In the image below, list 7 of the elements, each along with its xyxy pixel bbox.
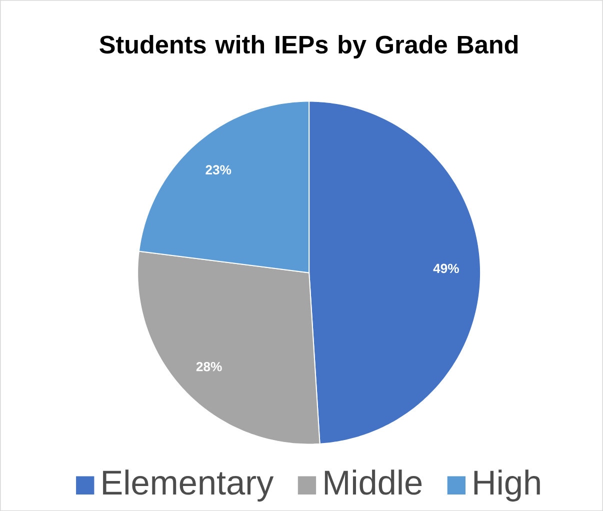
data-label: 23% — [206, 165, 232, 174]
data-label: 28% — [196, 362, 222, 372]
legend-label: Elementary — [103, 470, 274, 502]
data-label: 49% — [433, 264, 459, 273]
legend-label: Middle — [324, 470, 422, 495]
legend-label: High — [474, 470, 540, 502]
chart-title: Students with IEPs by Grade Band — [100, 34, 518, 58]
